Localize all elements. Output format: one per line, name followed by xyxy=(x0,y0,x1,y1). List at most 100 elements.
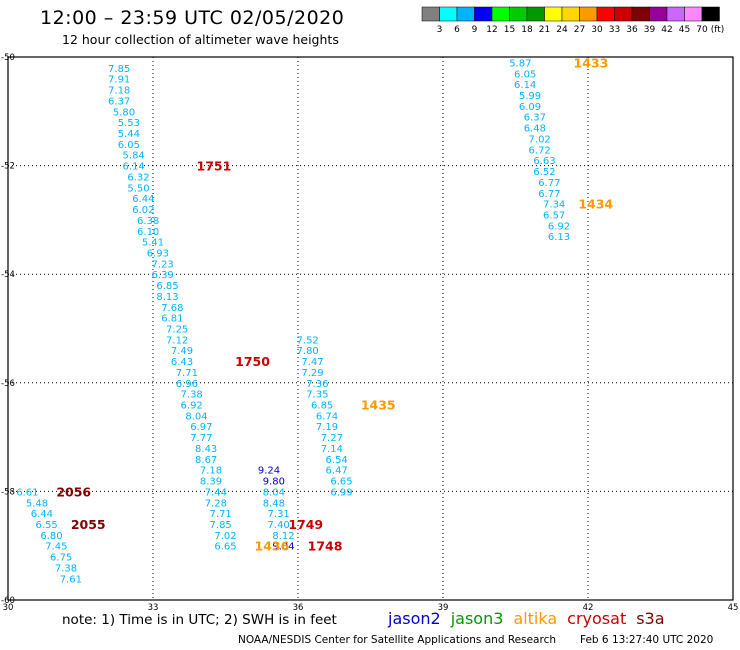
satellite-legend-item: s3a xyxy=(636,609,665,628)
wave-height-value: 6.92 xyxy=(548,221,570,232)
wave-height-value: 6.63 xyxy=(533,156,555,167)
wave-height-value: 7.40 xyxy=(268,520,290,531)
wave-height-value: 9.24 xyxy=(258,466,280,477)
colorbar-label: 15 xyxy=(504,25,515,35)
satellite-legend-item: jason2 xyxy=(388,609,441,628)
wave-height-value: 7.34 xyxy=(543,200,565,211)
colorbar-label: 3 xyxy=(437,25,443,35)
wave-height-value: 5.84 xyxy=(123,151,145,162)
x-tick-label: 39 xyxy=(438,603,449,610)
wave-height-value: 7.71 xyxy=(210,509,232,520)
wave-height-value: 5.48 xyxy=(26,498,48,509)
wave-height-value: 5.80 xyxy=(113,107,135,118)
wave-height-value: 6.55 xyxy=(36,520,58,531)
wave-height-value: 6.43 xyxy=(171,357,193,368)
wave-height-value: 6.75 xyxy=(50,553,72,564)
wave-height-value: 7.31 xyxy=(268,509,290,520)
x-tick-label: 36 xyxy=(293,603,304,610)
colorbar-unit: (ft) xyxy=(711,25,725,35)
wave-height-value: 6.05 xyxy=(118,140,140,151)
colorbar-label: 6 xyxy=(454,25,460,35)
wave-height-value: 7.77 xyxy=(190,433,212,444)
wave-height-value: 7.71 xyxy=(176,368,198,379)
wave-height-value: 6.10 xyxy=(137,227,159,238)
wave-height-value: 6.05 xyxy=(514,69,536,80)
wave-height-value: 7.61 xyxy=(60,574,82,585)
pass-time-label: 1434 xyxy=(578,197,613,212)
y-tick-label: -52 xyxy=(1,162,15,172)
wave-height-value: 6.97 xyxy=(190,422,212,433)
colorbar-label: 24 xyxy=(556,25,568,35)
colorbar-label: 45 xyxy=(679,25,690,35)
wave-height-value: 5.87 xyxy=(509,58,531,69)
colorbar-label: 30 xyxy=(591,25,603,35)
colorbar-label: 12 xyxy=(486,25,497,35)
wave-height-value: 7.14 xyxy=(321,444,343,455)
wave-height-value: 8.67 xyxy=(195,455,217,466)
wave-height-value: 6.85 xyxy=(311,401,333,412)
wave-height-value: 6.48 xyxy=(524,124,546,135)
wave-height-value: 9.80 xyxy=(263,477,285,488)
credit-line: NOAA/NESDIS Center for Satellite Applica… xyxy=(238,634,556,646)
wave-height-value: 6.72 xyxy=(529,145,551,156)
wave-height-value: 7.52 xyxy=(297,335,319,346)
wave-height-value: 7.91 xyxy=(108,75,130,86)
wave-height-value: 8.13 xyxy=(156,292,178,303)
plot-frame xyxy=(7,56,734,601)
wave-height-value: 7.38 xyxy=(55,563,77,574)
wave-height-value: 6.61 xyxy=(16,487,38,498)
wave-height-value: 5.53 xyxy=(118,118,140,129)
satellite-legend-item: jason3 xyxy=(450,609,504,628)
wave-height-value: 7.85 xyxy=(108,64,130,75)
x-tick-label: 30 xyxy=(3,603,14,610)
pass-time-label: 1748 xyxy=(308,539,343,554)
colorbar-label: 42 xyxy=(661,25,672,35)
wave-height-value: 6.57 xyxy=(543,210,565,221)
wave-height-value: 5.41 xyxy=(142,238,164,249)
pass-time-label: 1433 xyxy=(574,55,609,70)
x-tick-label: 42 xyxy=(583,603,594,610)
wave-height-value: 6.32 xyxy=(127,172,149,183)
wave-height-value: 6.80 xyxy=(40,531,62,542)
wave-height-value: 9.04 xyxy=(272,542,294,553)
y-tick-label: -58 xyxy=(1,487,15,497)
page-title: 12:00 – 23:59 UTC 02/05/2020 xyxy=(40,7,345,29)
colorbar-label: 39 xyxy=(644,25,656,35)
wave-height-value: 7.29 xyxy=(301,368,323,379)
wave-height-value: 7.18 xyxy=(108,86,130,97)
wave-height-value: 7.49 xyxy=(171,346,193,357)
footer-note: note: 1) Time is in UTC; 2) SWH is in fe… xyxy=(62,612,337,628)
wave-height-value: 7.18 xyxy=(200,466,222,477)
pass-time-label: 1436 xyxy=(255,539,290,554)
colorbar-label: 27 xyxy=(574,25,585,35)
wave-height-value: 6.96 xyxy=(176,379,198,390)
wave-height-value: 7.85 xyxy=(210,520,232,531)
wave-height-value: 7.68 xyxy=(161,303,183,314)
wave-height-colorbar: 3 6 9 12 15 18 21 24 27 30 33 36 39 42 45 70 (ft) xyxy=(421,6,725,35)
satellite-legend: jason2 jason3 altika cryosat s3a xyxy=(388,609,675,628)
wave-height-value: 7.23 xyxy=(152,259,174,270)
wave-height-value: 6.44 xyxy=(31,509,53,520)
pass-time-label: 1749 xyxy=(288,517,323,532)
wave-height-value: 7.19 xyxy=(316,422,338,433)
y-tick-label: -56 xyxy=(1,379,15,389)
wave-height-value: 6.92 xyxy=(181,401,203,412)
y-tick-label: -50 xyxy=(1,53,15,63)
colorbar-label: 36 xyxy=(626,25,638,35)
pass-time-label: 1751 xyxy=(197,159,232,174)
wave-height-value: 7.02 xyxy=(529,134,551,145)
wave-height-value: 6.74 xyxy=(316,411,338,422)
wave-height-value: 6.77 xyxy=(538,178,560,189)
wave-height-value: 6.65 xyxy=(214,542,236,553)
wave-height-value: 8.48 xyxy=(263,498,285,509)
wave-height-value: 7.35 xyxy=(306,390,328,401)
wave-height-value: 8.43 xyxy=(195,444,217,455)
wave-height-value: 6.52 xyxy=(533,167,555,178)
wave-height-value: 7.27 xyxy=(321,433,343,444)
wave-height-value: 6.09 xyxy=(519,102,541,113)
pass-time-label: 2056 xyxy=(56,484,91,499)
wave-height-value: 6.39 xyxy=(152,270,174,281)
wave-height-value: 6.99 xyxy=(330,487,352,498)
wave-height-value: 7.02 xyxy=(214,531,236,542)
wave-height-value: 7.38 xyxy=(181,390,203,401)
